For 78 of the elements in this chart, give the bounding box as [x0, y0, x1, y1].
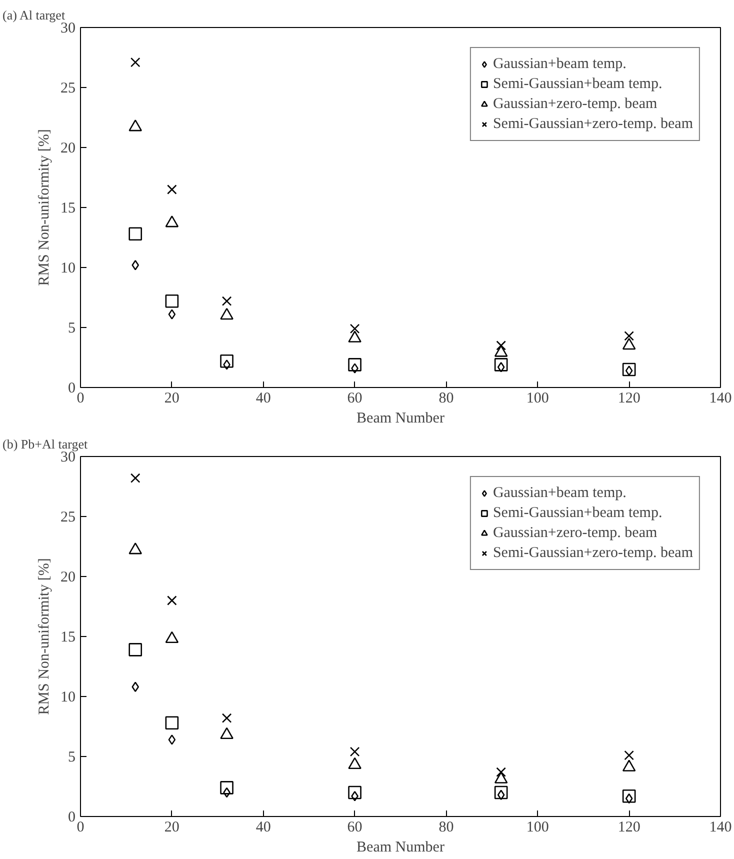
x-axis-title: Beam Number [356, 840, 444, 856]
point [351, 363, 358, 374]
point [168, 734, 176, 745]
point [624, 331, 634, 341]
y-tick-label: 20 [60, 140, 76, 156]
y-tick-label: 0 [68, 380, 76, 396]
point [222, 296, 232, 306]
x-tick-label: 20 [164, 390, 180, 406]
x-tick-label: 80 [438, 820, 454, 836]
x-tick-label: 140 [709, 820, 732, 836]
point [496, 767, 506, 777]
legend-label: Gaussian+zero-temp. beam [492, 96, 658, 112]
y-tick-label: 15 [60, 200, 76, 216]
y-tick-label: 5 [68, 750, 76, 766]
x-tick-label: 80 [438, 390, 454, 406]
point [168, 309, 176, 320]
point [132, 682, 140, 692]
x-tick-label: 40 [256, 820, 271, 836]
point [497, 790, 505, 800]
point [128, 643, 142, 656]
legend-label: Semi-Gaussian+zero-temp. beam [492, 544, 693, 562]
point [350, 324, 360, 334]
x-tick-label: 100 [526, 390, 549, 406]
point [622, 789, 636, 803]
point [223, 360, 230, 370]
y-tick-label: 5 [68, 320, 76, 336]
y-axis-title: RMS Non-uniformity [%] [36, 558, 52, 715]
point [130, 57, 140, 68]
legend-label: Semi-Gaussian+zero-temp. beam [492, 116, 693, 132]
legend-label: Semi-Gaussian+beam temp. [492, 76, 662, 92]
point [167, 184, 177, 194]
legend-label: Gaussian+beam temp. [492, 56, 626, 72]
x-tick-label: 140 [709, 390, 732, 406]
y-tick-label: 25 [60, 510, 76, 526]
y-tick-label: 20 [60, 570, 76, 586]
point [132, 260, 140, 270]
point [165, 294, 179, 308]
legend-label: Gaussian+zero-temp. beam [492, 524, 658, 542]
point [165, 716, 179, 730]
point [222, 713, 232, 723]
point [130, 473, 140, 483]
point [128, 542, 142, 554]
point [348, 358, 362, 372]
y-tick-label: 15 [60, 630, 76, 646]
point [165, 216, 179, 228]
x-tick-label: 40 [256, 390, 271, 406]
point [165, 631, 179, 644]
point [348, 786, 362, 800]
point [220, 354, 234, 368]
y-tick-label: 30 [60, 20, 76, 36]
x-tick-label: 20 [164, 820, 180, 836]
legend-label: Gaussian+beam temp. [492, 484, 626, 502]
y-tick-label: 25 [60, 80, 76, 96]
chart-title: (a) Al target [2, 8, 66, 22]
x-tick-label: 120 [618, 390, 640, 406]
x-tick-label: 60 [347, 390, 362, 406]
point [128, 227, 142, 241]
chart-title: (b) Pb+Al target [2, 436, 88, 452]
x-tick-label: 120 [618, 820, 640, 836]
point [622, 362, 636, 376]
point [625, 793, 633, 804]
point [497, 362, 505, 372]
point [128, 120, 142, 132]
x-axis-title: Beam Number [356, 410, 444, 426]
y-axis-title: RMS Non-uniformity [%] [36, 129, 52, 286]
y-tick-label: 10 [60, 260, 76, 276]
point [494, 358, 508, 372]
x-tick-label: 100 [526, 820, 549, 836]
x-tick-label: 60 [347, 820, 362, 836]
y-tick-label: 10 [60, 690, 76, 706]
point [167, 596, 177, 606]
point [220, 781, 234, 794]
point [350, 746, 360, 757]
point [494, 786, 508, 800]
point [496, 340, 506, 350]
y-tick-label: 0 [68, 810, 76, 826]
legend-label: Semi-Gaussian+beam temp. [492, 504, 662, 522]
point [624, 750, 634, 760]
